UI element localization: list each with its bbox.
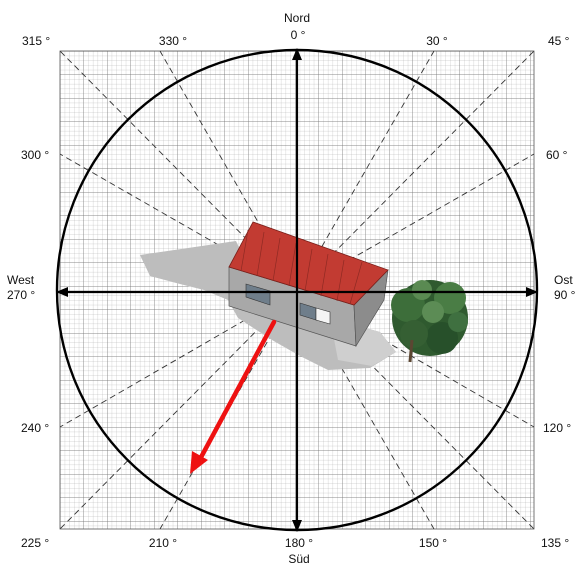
angle-label-120: 120 °	[543, 421, 571, 435]
angle-label-45: 45 °	[548, 34, 570, 48]
angle-label-315: 315 °	[22, 34, 50, 48]
angle-label-210: 210 °	[149, 536, 177, 550]
south-label: Süd	[288, 552, 309, 566]
angle-label-225: 225 °	[21, 536, 49, 550]
angle-label-135: 135 °	[541, 536, 569, 550]
angle-label-300: 300 °	[21, 148, 49, 162]
west-label: West	[7, 273, 35, 287]
house-icon	[228, 221, 389, 348]
compass-axes	[58, 50, 536, 530]
angle-label-30: 30 °	[426, 34, 448, 48]
east-label: Ost	[554, 273, 573, 287]
angle-label-60: 60 °	[546, 148, 568, 162]
tree-icon	[391, 280, 468, 363]
compass-labels: Nord 0 ° 330 ° 30 ° 315 ° 45 ° 300 ° 60 …	[7, 11, 575, 566]
angle-label-0: 0 °	[291, 28, 306, 42]
angle-label-270: 270 °	[7, 288, 35, 302]
sun-direction-arrow	[190, 319, 277, 474]
angle-label-90: 90 °	[554, 288, 575, 302]
north-label: Nord	[284, 11, 310, 25]
angle-label-150: 150 °	[419, 536, 447, 550]
angle-label-180: 180 °	[285, 536, 313, 550]
axis-arrowheads	[56, 48, 538, 532]
angle-label-240: 240 °	[21, 421, 49, 435]
angle-label-330: 330 °	[159, 34, 187, 48]
